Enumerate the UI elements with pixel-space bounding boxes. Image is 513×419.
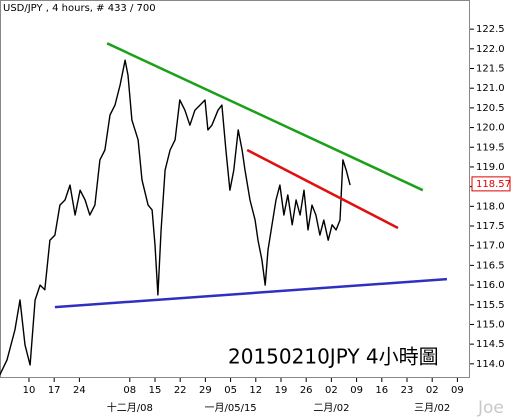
y-tick-label: 117.0 [476,241,505,252]
x-tick-label: 09 [451,385,464,396]
y-tick-label: 121.0 [476,83,505,94]
x-tick-label: 10 [23,385,36,396]
plot-frame [0,0,470,378]
x-tick-label: 16 [375,385,388,396]
x-tick-label-2: 一月/05/15 [204,402,256,414]
x-tick-label: 09 [350,385,363,396]
x-tick-label: 08 [123,385,136,396]
x-tick-label-2: 二月/02 [313,402,349,414]
x-tick-label: 02 [426,385,439,396]
y-tick-label: 120.0 [476,123,505,134]
y-tick-label: 119.0 [476,162,505,173]
y-tick-label: 117.5 [476,221,505,232]
x-tick-label: 05 [224,385,237,396]
trend-line [54,277,448,309]
y-tick-label: 115.0 [476,319,505,330]
x-tick-label: 29 [199,385,212,396]
watermark: Joe [477,398,504,418]
y-tick-label: 120.5 [476,103,505,114]
y-tick-label: 122.5 [476,24,505,35]
trend-line [246,148,399,230]
price-line [0,59,351,376]
trend-line [106,42,424,192]
y-tick-label: 119.5 [476,142,505,153]
y-tick-label: 115.5 [476,300,505,311]
x-tick-label-2: 三月/02 [414,402,450,414]
chart-title: USD/JPY , 4 hours, # 433 / 700 [3,3,156,14]
current-price-box [471,176,511,192]
x-tick-label: 17 [48,385,61,396]
y-tick-label: 114.5 [476,339,505,350]
x-tick-label: 23 [401,385,414,396]
y-tick-label: 118.0 [476,201,505,212]
x-tick-label: 15 [149,385,162,396]
y-tick-label: 122.0 [476,44,505,55]
annotation: 20150210JPY 4小時圖 [228,345,439,369]
x-tick-label: 12 [249,385,262,396]
x-tick-label: 24 [73,385,86,396]
current-price-label: 118.57 [476,179,511,190]
x-tick-label: 02 [325,385,338,396]
y-tick-label: 116.0 [476,280,505,291]
x-tick-label: 19 [275,385,288,396]
y-tick-label: 121.5 [476,64,505,75]
y-tick-label: 116.5 [476,260,505,271]
x-tick-label-2: 十二月/08 [107,401,153,414]
y-tick-label: 114.0 [476,359,505,370]
x-tick-label: 26 [300,385,313,396]
x-tick-label: 22 [174,385,187,396]
